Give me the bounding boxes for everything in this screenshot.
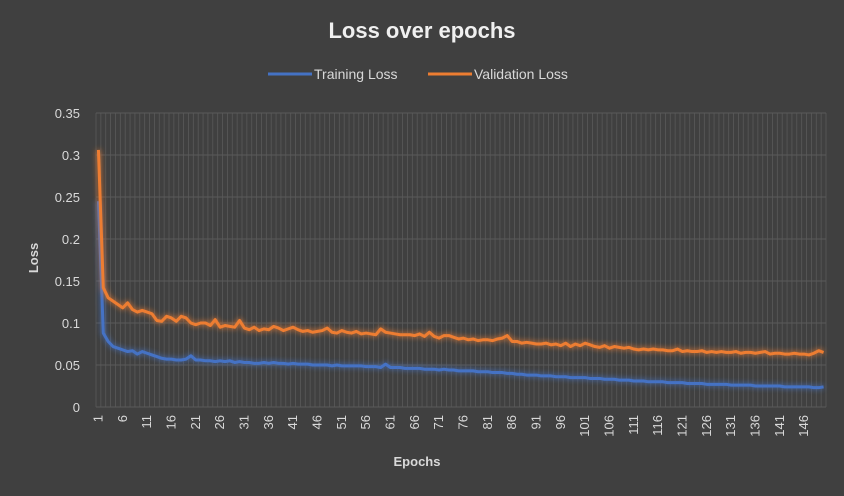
x-tick-label: 26 — [212, 415, 227, 429]
y-axis-ticks: 0 0.05 0.1 0.15 0.2 0.25 0.3 0.35 — [55, 106, 80, 415]
series-lines — [96, 149, 825, 390]
x-tick-label: 16 — [163, 415, 178, 429]
legend-label-training-loss: Training Loss — [314, 66, 398, 82]
x-tick-label: 111 — [626, 415, 641, 435]
x-tick-label: 1 — [90, 415, 105, 422]
x-tick-label: 91 — [528, 415, 543, 429]
legend: Training Loss Validation Loss — [268, 66, 568, 82]
x-tick-label: 126 — [699, 415, 714, 437]
x-tick-label: 131 — [723, 415, 738, 437]
x-tick-label: 56 — [358, 415, 373, 429]
gridlines — [95, 112, 827, 408]
x-tick-label: 51 — [334, 415, 349, 429]
x-tick-label: 6 — [115, 415, 130, 422]
x-tick-label: 116 — [650, 415, 665, 436]
x-tick-label: 36 — [261, 415, 276, 429]
y-tick-label: 0.1 — [62, 316, 80, 331]
x-axis-ticks: 1 6 11 16 21 26 31 36 41 46 51 56 61 66 71 76 81 86 91 96 10… — [90, 415, 811, 437]
x-tick-label: 101 — [577, 415, 592, 437]
x-tick-label: 76 — [455, 415, 470, 429]
chart-title: Loss over epochs — [328, 18, 515, 43]
y-tick-label: 0.05 — [55, 358, 80, 373]
y-axis-title: Loss — [26, 243, 41, 273]
x-tick-label: 46 — [309, 415, 324, 429]
x-tick-label: 121 — [674, 415, 689, 437]
x-tick-label: 41 — [285, 415, 300, 429]
x-tick-label: 106 — [601, 415, 616, 437]
x-tick-label: 86 — [504, 415, 519, 429]
x-tick-label: 141 — [772, 415, 787, 437]
y-tick-label: 0.25 — [55, 190, 80, 205]
x-tick-label: 21 — [188, 415, 203, 429]
y-tick-label: 0 — [73, 400, 80, 415]
x-tick-label: 71 — [431, 415, 446, 429]
x-tick-label: 11 — [139, 415, 154, 429]
y-tick-label: 0.35 — [55, 106, 80, 121]
y-tick-label: 0.15 — [55, 274, 80, 289]
x-tick-label: 136 — [747, 415, 762, 437]
x-tick-label: 96 — [553, 415, 568, 429]
legend-label-validation-loss: Validation Loss — [474, 66, 568, 82]
series-line-validation-loss — [96, 149, 825, 357]
y-tick-label: 0.2 — [62, 232, 80, 247]
x-axis-title: Epochs — [394, 454, 441, 469]
x-tick-label: 146 — [796, 415, 811, 437]
y-tick-label: 0.3 — [62, 148, 80, 163]
x-tick-label: 66 — [407, 415, 422, 429]
x-tick-label: 31 — [236, 415, 251, 429]
x-tick-label: 81 — [480, 415, 495, 429]
series-line-training-loss — [96, 201, 824, 390]
x-tick-label: 61 — [382, 415, 397, 429]
